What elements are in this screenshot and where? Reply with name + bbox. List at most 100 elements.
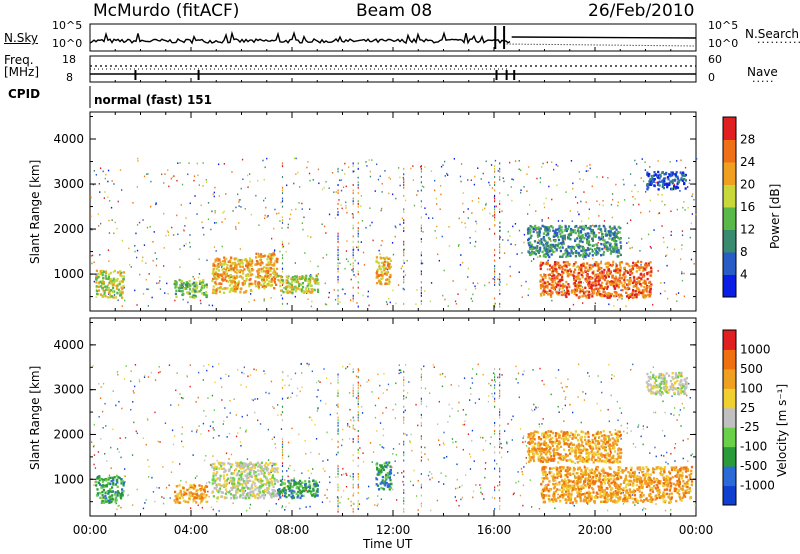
power-echo xyxy=(237,280,241,283)
power-echo xyxy=(245,264,248,267)
power-speckle xyxy=(188,162,190,164)
power-echo xyxy=(221,287,224,291)
power-speckle xyxy=(410,167,412,170)
power-speckle xyxy=(161,173,163,176)
power-echo xyxy=(230,287,234,290)
velocity-speckle xyxy=(359,384,362,387)
velocity-echo xyxy=(199,497,202,500)
power-echo xyxy=(97,289,101,292)
power-echo xyxy=(622,274,625,277)
power-speckle xyxy=(415,303,417,305)
velocity-speckle xyxy=(221,399,223,401)
power-speckle xyxy=(150,205,152,208)
power-echo xyxy=(175,285,178,288)
power-echo xyxy=(610,283,614,287)
power-echo xyxy=(387,282,391,285)
velocity-speckle xyxy=(321,501,324,503)
power-echo xyxy=(376,268,379,271)
power-speckle xyxy=(684,209,686,211)
velocity-speckle xyxy=(557,369,560,371)
velocity-echo xyxy=(245,483,248,487)
power-echo xyxy=(595,243,598,246)
power-echo xyxy=(631,272,634,275)
velocity-echo xyxy=(109,495,112,498)
power-echo xyxy=(581,245,584,249)
velocity-echo xyxy=(239,494,242,497)
power-echo xyxy=(122,284,125,288)
velocity-speckle xyxy=(405,364,407,366)
power-echo xyxy=(213,264,216,267)
power-echo xyxy=(556,277,559,280)
velocity-speckle xyxy=(686,394,688,397)
velocity-streak xyxy=(281,470,284,473)
power-echo xyxy=(255,263,258,266)
power-speckle xyxy=(173,175,175,177)
power-echo xyxy=(646,183,649,186)
power-speckle xyxy=(626,222,629,225)
power-streak xyxy=(420,251,422,254)
power-echo xyxy=(228,290,231,293)
velocity-streak xyxy=(403,376,405,379)
power-echo xyxy=(587,284,590,287)
velocity-speckle xyxy=(578,363,580,366)
velocity-speckle xyxy=(255,369,257,371)
power-streak xyxy=(494,278,496,281)
velocity-speckle xyxy=(587,483,589,486)
velocity-speckle xyxy=(335,453,338,456)
power-speckle xyxy=(403,288,405,291)
power-echo xyxy=(100,281,104,285)
power-echo xyxy=(676,182,679,185)
power-echo xyxy=(99,271,102,274)
power-echo xyxy=(554,268,557,271)
power-streak xyxy=(403,270,405,273)
power-echo xyxy=(537,235,540,238)
power-speckle xyxy=(124,299,126,302)
velocity-echo xyxy=(116,481,119,484)
power-echo xyxy=(261,279,264,283)
power-echo xyxy=(601,238,605,242)
velocity-echo xyxy=(238,483,241,486)
power-speckle xyxy=(360,241,362,243)
velocity-streak xyxy=(499,381,501,384)
power-streak xyxy=(420,240,422,243)
power-echo xyxy=(591,289,594,293)
power-streak xyxy=(494,265,496,268)
power-echo xyxy=(215,268,218,271)
power-echo xyxy=(251,269,254,272)
power-streak xyxy=(352,265,354,268)
power-echo xyxy=(560,293,563,297)
velocity-echo xyxy=(251,483,254,486)
power-echo xyxy=(185,285,188,288)
velocity-echo xyxy=(121,494,124,497)
velocity-speckle xyxy=(154,379,157,381)
velocity-speckle xyxy=(208,495,210,498)
velocity-streak xyxy=(352,392,354,395)
velocity-echo xyxy=(252,480,255,483)
velocity-speckle xyxy=(522,484,525,487)
velocity-speckle xyxy=(501,447,503,449)
power-speckle xyxy=(200,302,202,305)
power-echo xyxy=(279,284,282,288)
velocity-speckle xyxy=(161,496,163,498)
nave-tick-top: 60 xyxy=(708,53,722,66)
power-echo xyxy=(642,269,645,272)
velocity-speckle xyxy=(660,394,662,397)
velocity-speckle xyxy=(207,397,209,399)
power-echo xyxy=(628,282,631,286)
power-echo xyxy=(598,248,601,251)
velocity-echo xyxy=(270,496,273,499)
power-echo xyxy=(574,291,577,294)
power-echo xyxy=(564,291,567,295)
power-speckle xyxy=(666,246,669,249)
power-speckle xyxy=(444,160,446,163)
velocity-speckle xyxy=(222,423,224,425)
power-streak xyxy=(352,300,354,303)
power-echo xyxy=(627,294,630,297)
power-echo xyxy=(545,249,548,253)
power-speckle xyxy=(547,217,550,219)
power-echo xyxy=(596,246,599,249)
power-streak xyxy=(494,189,496,192)
power-echo xyxy=(672,187,675,191)
power-speckle xyxy=(511,178,513,180)
power-streak xyxy=(357,270,359,273)
